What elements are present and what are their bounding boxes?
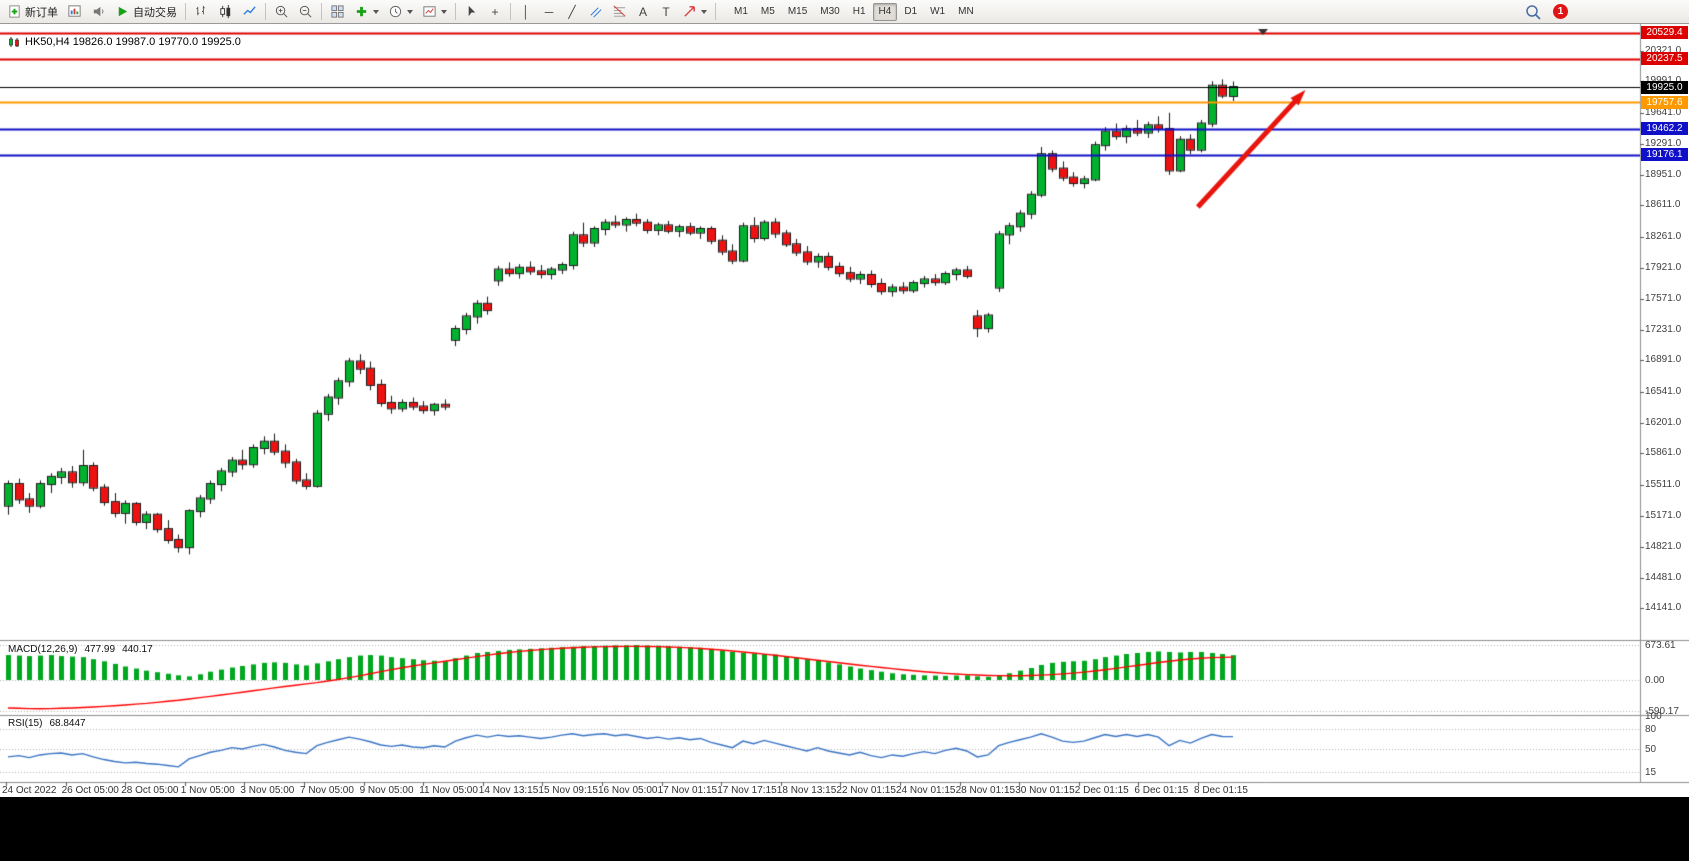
fibonacci-tool-button[interactable] <box>608 2 631 22</box>
chart-title-text: HK50,H4 19826.0 19987.0 19770.0 19925.0 <box>25 36 241 48</box>
horizontal-line-icon: ─ <box>544 4 554 19</box>
window-bottom-void <box>0 797 1689 861</box>
crosshair-icon: + <box>491 4 499 19</box>
toolbar-separator <box>321 3 322 20</box>
timeframe-D1[interactable]: D1 <box>898 3 923 21</box>
template-icon <box>422 4 437 19</box>
toolbar-separator <box>455 3 456 20</box>
toolbar-right-cluster: 1 <box>1521 2 1568 22</box>
timeframe-MN[interactable]: MN <box>952 3 980 21</box>
arrows-tool-button[interactable] <box>678 2 711 22</box>
chart-window: 20321.0 19991.0 19641.0 19291.0 18951.0 18611… <box>0 24 1689 797</box>
rsi-value: 68.8447 <box>49 718 86 729</box>
channel-tool-button[interactable] <box>584 2 607 22</box>
cursor-icon <box>464 4 479 19</box>
sound-button[interactable] <box>87 2 110 22</box>
dropdown-caret-icon <box>407 9 413 14</box>
text-tool-button[interactable]: A <box>632 2 654 22</box>
channel-icon <box>588 4 603 19</box>
text-label-icon: T <box>662 4 670 19</box>
new-order-label: 新订单 <box>25 6 58 19</box>
macd-indicator-label: MACD(12,26,9) 477.99 440.17 <box>8 644 153 655</box>
candlestick-chart-canvas[interactable] <box>0 24 1689 797</box>
vertical-line-tool-button[interactable]: │ <box>515 2 537 22</box>
candlestick-icon <box>218 4 233 19</box>
timeframe-M15[interactable]: M15 <box>782 3 813 21</box>
horizontal-line-tool-button[interactable]: ─ <box>538 2 560 22</box>
play-icon <box>115 4 130 19</box>
text-icon: A <box>638 4 647 19</box>
text-label-tool-button[interactable]: T <box>655 2 677 22</box>
clock-icon <box>388 4 403 19</box>
speaker-icon <box>91 4 106 19</box>
periods-button[interactable] <box>384 2 417 22</box>
autotrade-button[interactable]: 自动交易 <box>111 2 181 22</box>
macd-main-value: 477.99 <box>84 644 116 655</box>
macd-signal-value: 440.17 <box>122 644 153 655</box>
timeframe-group: M1 M5 M15 M30 H1 H4 D1 W1 MN <box>728 2 980 21</box>
chart-title: HK50,H4 19826.0 19987.0 19770.0 19925.0 <box>8 36 241 48</box>
line-chart-icon <box>242 4 257 19</box>
rsi-indicator-label: RSI(15) 68.8447 <box>8 718 86 729</box>
timeframe-M5[interactable]: M5 <box>755 3 781 21</box>
toolbar-separator <box>715 3 716 20</box>
dropdown-caret-icon <box>373 9 379 14</box>
autotrade-label: 自动交易 <box>133 6 177 19</box>
notification-badge[interactable]: 1 <box>1553 4 1568 19</box>
toolbar-separator <box>265 3 266 20</box>
rsi-name: RSI(15) <box>8 718 43 729</box>
search-icon <box>1525 4 1541 20</box>
zoom-out-button[interactable] <box>294 2 317 22</box>
timeframe-W1[interactable]: W1 <box>924 3 951 21</box>
dropdown-caret-icon <box>441 9 447 14</box>
add-indicator-icon <box>354 4 369 19</box>
timeframe-M30[interactable]: M30 <box>814 3 845 21</box>
trendline-tool-button[interactable]: ╱ <box>561 2 583 22</box>
timeframe-M1[interactable]: M1 <box>728 3 754 21</box>
arrow-tool-icon <box>682 4 697 19</box>
timeframe-H4[interactable]: H4 <box>872 2 898 21</box>
zoom-in-icon <box>274 4 289 19</box>
chart-symbol-icon <box>8 36 20 48</box>
macd-name: MACD(12,26,9) <box>8 644 78 655</box>
fibonacci-icon <box>612 4 627 19</box>
vertical-line-icon: │ <box>522 4 530 19</box>
line-chart-type-button[interactable] <box>238 2 261 22</box>
indicators-button[interactable] <box>350 2 383 22</box>
new-order-icon <box>7 4 22 19</box>
trendline-icon: ╱ <box>568 4 576 19</box>
search-button[interactable] <box>1521 2 1545 22</box>
zoom-out-icon <box>298 4 313 19</box>
tile-windows-icon <box>330 4 345 19</box>
cursor-button[interactable] <box>460 2 483 22</box>
toolbar-separator <box>185 3 186 20</box>
tile-windows-button[interactable] <box>326 2 349 22</box>
crosshair-button[interactable]: + <box>484 2 506 22</box>
timeframe-H1[interactable]: H1 <box>847 3 872 21</box>
toolbar-separator <box>510 3 511 20</box>
new-order-button[interactable]: 新订单 <box>3 2 62 22</box>
dropdown-caret-icon <box>701 9 707 14</box>
templates-button[interactable] <box>418 2 451 22</box>
charts-window-button[interactable] <box>63 2 86 22</box>
candlestick-chart-type-button[interactable] <box>214 2 237 22</box>
main-toolbar: 新订单 自动交易 + <box>0 0 1689 24</box>
ohlc-bars-icon <box>194 4 209 19</box>
chart-window-icon <box>67 4 82 19</box>
bar-chart-type-button[interactable] <box>190 2 213 22</box>
zoom-in-button[interactable] <box>270 2 293 22</box>
